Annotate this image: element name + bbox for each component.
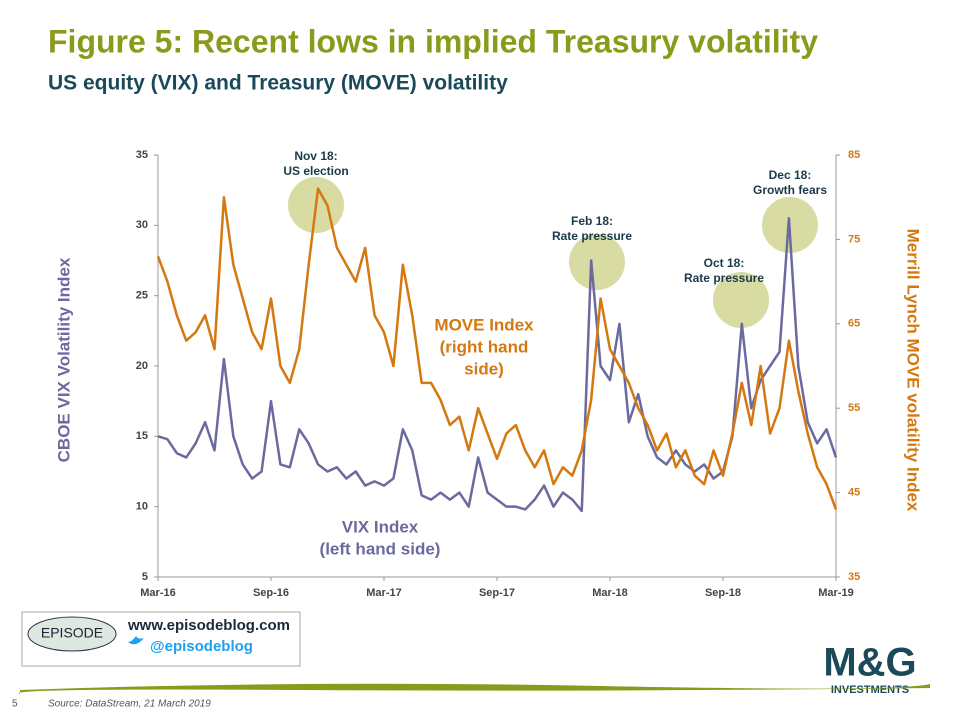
x-tick-label: Mar-17: [366, 587, 401, 599]
twitter: @episodeblog: [150, 638, 253, 655]
y2-tick-label: 35: [848, 571, 860, 583]
circle: [713, 272, 769, 328]
divider: [18, 683, 930, 694]
annotation: Nov 18:: [294, 149, 337, 163]
y-tick-label: 20: [136, 360, 148, 372]
y2-tick-label: 55: [848, 402, 860, 414]
y-tick-label: 25: [136, 290, 148, 302]
title: Figure 5: Recent lows in implied Treasur…: [48, 23, 818, 59]
source: Source: DataStream, 21 March 2019: [48, 699, 211, 710]
y-tick-label: 30: [136, 219, 148, 231]
episode-logo-text: EPISODE: [41, 625, 103, 641]
episode-logo: [27, 616, 117, 652]
brand: M&G: [823, 641, 916, 685]
series-note: (left hand side): [320, 539, 441, 558]
y-axis-label: CBOE VIX Volatility Index: [54, 257, 73, 462]
subtitle: US equity (VIX) and Treasury (MOVE) vola…: [48, 72, 508, 95]
y2-tick-label: 65: [848, 318, 860, 330]
x-tick-label: Sep-17: [479, 587, 515, 599]
annotation: Rate pressure: [684, 271, 764, 285]
annotation: Growth fears: [753, 183, 827, 197]
page-number: 5: [12, 699, 18, 710]
brand-sub: INVESTMENTS: [831, 684, 909, 696]
circle: [569, 234, 625, 290]
x-tick-label: Mar-18: [592, 587, 627, 599]
x-tick-label: Sep-18: [705, 587, 741, 599]
highlights: [288, 177, 818, 328]
y2-tick-label: 75: [848, 233, 860, 245]
y2-tick-label: 85: [848, 149, 860, 161]
annotation: Feb 18:: [571, 214, 613, 228]
series-label: VIX Index: [342, 517, 419, 536]
y-tick-label: 15: [136, 430, 148, 442]
y-tick-label: 10: [136, 501, 148, 513]
series-line: [156, 187, 838, 510]
x-tick-label: Sep-16: [253, 587, 289, 599]
series-note: side): [464, 359, 504, 378]
y-tick-label: 35: [136, 149, 148, 161]
annotation: Dec 18:: [769, 168, 812, 182]
x-tick-label: Mar-16: [140, 587, 175, 599]
website: www.episodeblog.com: [127, 617, 290, 634]
y2-axis-label: Merrill Lynch MOVE volatility Index: [904, 229, 923, 512]
twitter-icon: [128, 636, 144, 645]
y-tick-label: 5: [142, 571, 148, 583]
annotation: Oct 18:: [704, 256, 745, 270]
annotation: Rate pressure: [552, 229, 632, 243]
y2-tick-label: 45: [848, 487, 860, 499]
x-tick-label: Mar-19: [818, 587, 853, 599]
annotation: US election: [283, 164, 348, 178]
series-note: (right hand: [440, 337, 529, 356]
series-label: MOVE Index: [434, 315, 534, 334]
